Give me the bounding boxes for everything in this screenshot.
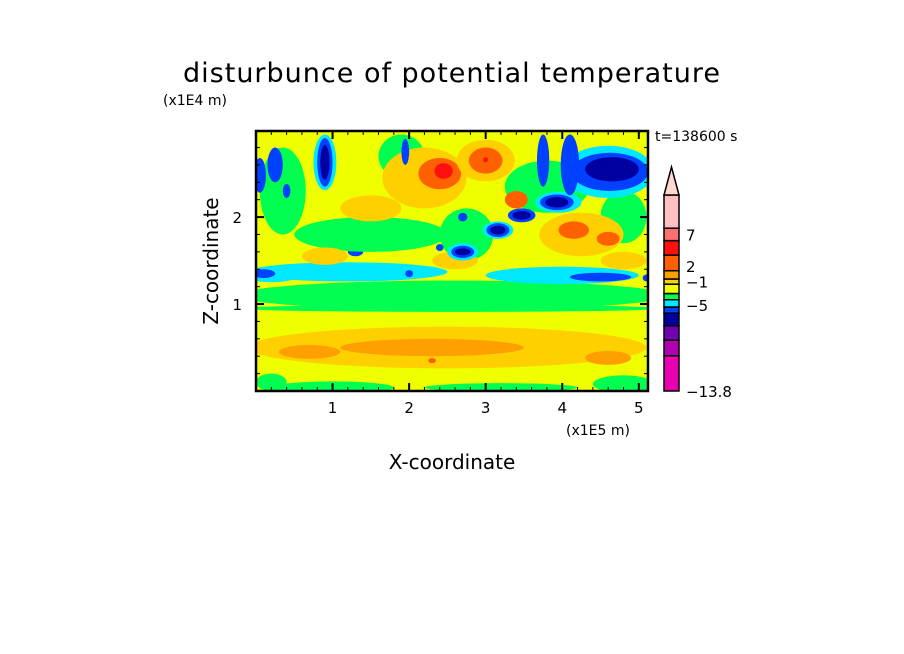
contour-region [536,134,550,187]
x-tick-label: 3 [481,399,491,417]
x-tick-label: 5 [634,399,644,417]
contour-region [600,251,647,270]
colorbar-label: −1 [686,274,708,292]
colorbar-segment [663,254,680,272]
contour-region [340,338,524,357]
contour-region [294,217,448,252]
x-tick-label: 4 [557,399,567,417]
colorbar-segment [663,298,680,308]
contour-region [256,280,648,311]
contour-region [435,244,444,252]
x-axis-unit: (x1E5 m) [566,423,630,439]
colorbar-segment [663,354,680,392]
contour-region [569,272,632,282]
x-tick-label: 1 [328,399,338,417]
contour-region [458,212,468,222]
x-tick-label: 2 [404,399,414,417]
contour-region [455,248,471,256]
contour-region [642,274,648,282]
contour-region [256,157,266,193]
colorbar-segment [663,283,680,295]
colorbar-label: −13.8 [686,383,732,401]
contour-region [558,221,590,239]
colorbar-segment [663,194,680,229]
contour-region [490,225,506,235]
contour-region [504,191,528,209]
contour-region [428,357,436,364]
contour-region [596,231,620,246]
contour-region [434,163,453,179]
colorbar-label: −5 [686,297,708,315]
contour-region [256,373,287,391]
contour-region [340,195,402,222]
contour-region [585,351,632,365]
plot-frame [254,129,650,393]
colorbar-segment [663,339,680,357]
contour-region [405,270,413,278]
contour-region [256,269,276,278]
y-tick-label: 2 [232,209,242,227]
contour-region [301,247,348,265]
contour-field [256,131,648,391]
contour-region [256,262,448,282]
colorbar-segment [663,324,680,341]
chart-title: disturbunce of potential temperature [183,58,721,89]
contour-region [585,157,639,182]
colorbar-segment [663,312,680,327]
contour-region [267,147,283,183]
contour-region [256,304,648,312]
colorbar-segment [663,306,680,314]
contour-region [282,184,291,198]
contour-region [560,134,580,196]
colorbar-segment [663,278,680,285]
colorbar-label: 7 [686,226,696,244]
colorbar-extend-triangle [663,164,680,196]
colorbar-segment [663,292,680,301]
contour-region [512,211,531,220]
y-tick-label: 1 [232,296,242,314]
contour-region [545,197,569,208]
y-axis-unit: (x1E4 m) [163,93,227,109]
colorbar-label: 2 [686,258,696,276]
time-label: t=138600 s [655,129,738,145]
x-axis-label: X-coordinate [388,450,516,474]
contour-region [401,138,410,165]
colorbar-segment [663,239,680,256]
contour-region [320,144,330,180]
colorbar-segment [663,269,680,280]
colorbar-segment [663,227,680,242]
contour-region [592,375,648,391]
contour-region [278,344,341,359]
contour-region [483,157,488,163]
